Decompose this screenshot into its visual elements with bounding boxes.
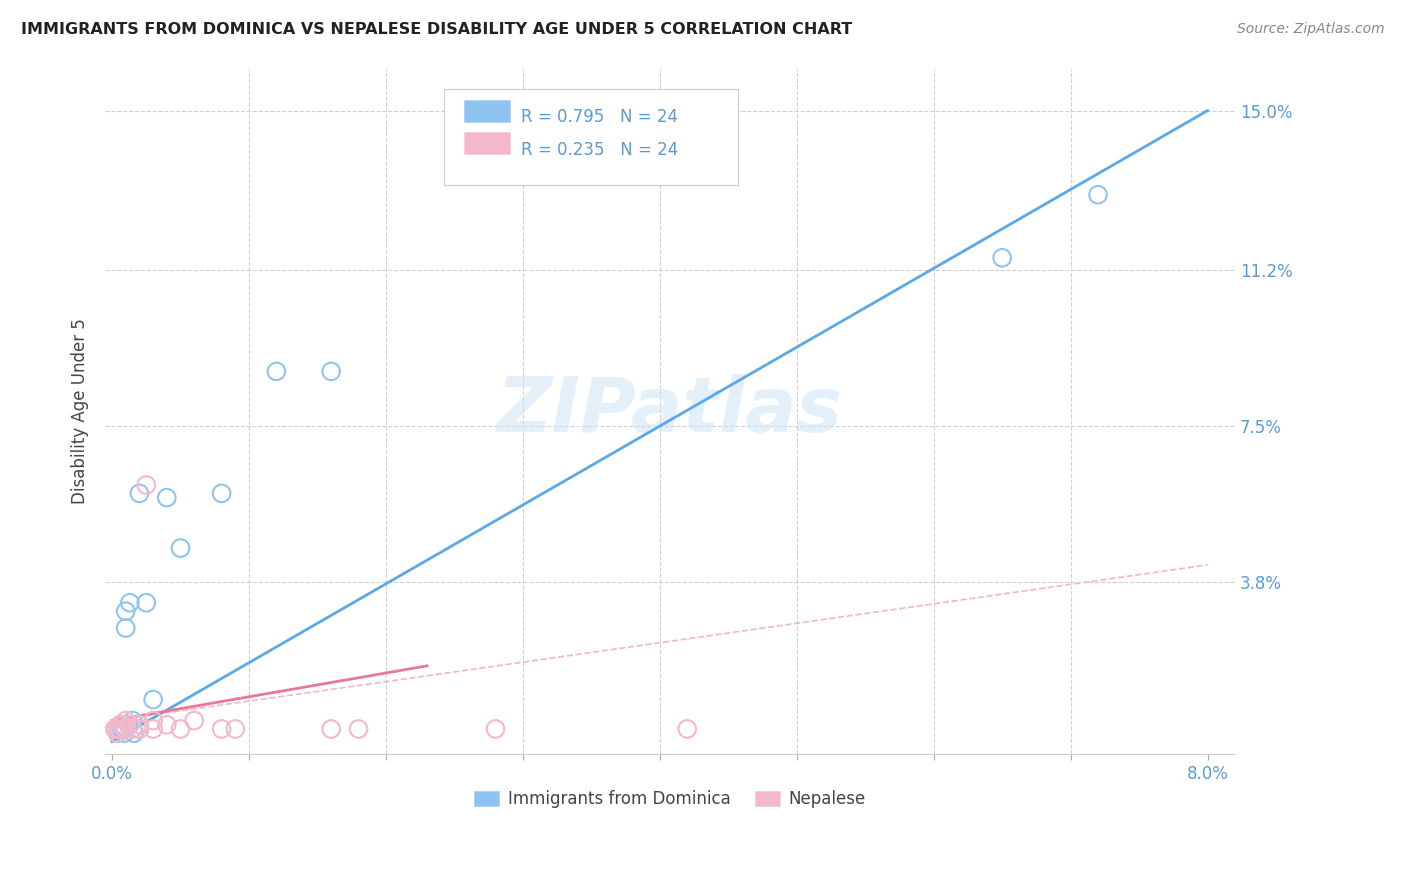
Point	[112, 726, 135, 740]
Point	[114, 722, 136, 736]
Point	[114, 621, 136, 635]
Point	[142, 722, 165, 736]
Point	[107, 726, 129, 740]
Point	[114, 604, 136, 618]
Point	[169, 722, 191, 736]
Point	[142, 692, 165, 706]
Point	[105, 722, 128, 736]
Point	[108, 722, 131, 736]
Point	[117, 718, 139, 732]
Text: ZIPatlas: ZIPatlas	[498, 375, 844, 449]
Point	[156, 718, 179, 732]
Point	[128, 722, 150, 736]
Point	[118, 596, 141, 610]
Text: R = 0.235   N = 24: R = 0.235 N = 24	[522, 141, 678, 159]
Point	[128, 722, 150, 736]
Point	[135, 596, 157, 610]
Point	[111, 722, 134, 736]
Point	[169, 541, 191, 555]
Point	[114, 714, 136, 728]
Point	[111, 722, 134, 736]
Point	[211, 486, 233, 500]
Point	[110, 718, 132, 732]
Point	[142, 714, 165, 728]
Point	[121, 714, 143, 728]
Point	[105, 722, 128, 736]
Point	[107, 726, 129, 740]
FancyBboxPatch shape	[464, 132, 509, 154]
Point	[110, 718, 132, 732]
Point	[121, 722, 143, 736]
Point	[224, 722, 246, 736]
Point	[321, 722, 343, 736]
Point	[183, 714, 205, 728]
Text: Source: ZipAtlas.com: Source: ZipAtlas.com	[1237, 22, 1385, 37]
Point	[104, 722, 127, 736]
Text: IMMIGRANTS FROM DOMINICA VS NEPALESE DISABILITY AGE UNDER 5 CORRELATION CHART: IMMIGRANTS FROM DOMINICA VS NEPALESE DIS…	[21, 22, 852, 37]
Point	[118, 718, 141, 732]
Legend: Immigrants from Dominica, Nepalese: Immigrants from Dominica, Nepalese	[468, 783, 873, 814]
Point	[111, 718, 134, 732]
Point	[1087, 187, 1109, 202]
Point	[991, 251, 1014, 265]
Point	[122, 726, 145, 740]
Point	[128, 718, 150, 732]
FancyBboxPatch shape	[444, 89, 738, 185]
Point	[347, 722, 370, 736]
FancyBboxPatch shape	[464, 100, 509, 122]
Point	[128, 486, 150, 500]
Y-axis label: Disability Age Under 5: Disability Age Under 5	[72, 318, 89, 504]
Point	[484, 722, 506, 736]
Point	[156, 491, 179, 505]
Point	[321, 364, 343, 378]
Point	[211, 722, 233, 736]
Point	[108, 722, 131, 736]
Point	[266, 364, 288, 378]
Point	[676, 722, 699, 736]
Text: R = 0.795   N = 24: R = 0.795 N = 24	[522, 108, 678, 127]
Point	[135, 478, 157, 492]
